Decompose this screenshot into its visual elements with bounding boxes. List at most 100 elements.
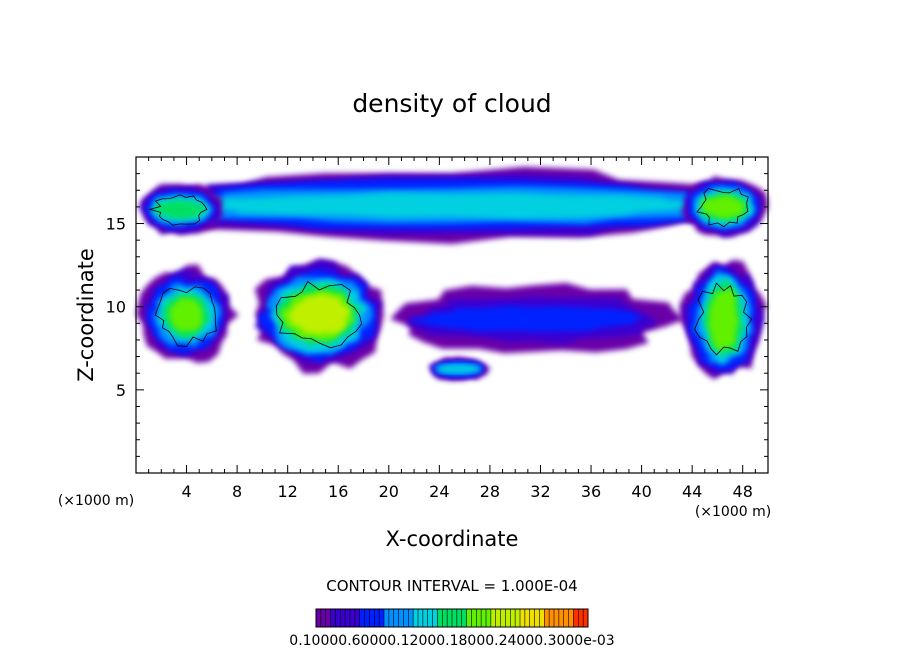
colorbar-swatch — [320, 609, 327, 627]
x-tick-label: 32 — [530, 482, 550, 501]
colorbar-swatch — [340, 609, 346, 627]
colorbar-swatch — [354, 609, 361, 627]
colorbar-swatch — [563, 609, 570, 627]
y-tick-label: 15 — [106, 215, 126, 234]
colorbar-swatch — [456, 609, 463, 627]
cloud-region-lower-blob — [428, 356, 492, 381]
x-tick-label: 8 — [232, 482, 242, 501]
x-unit-right: (×1000 m) — [695, 504, 771, 520]
colorbar-swatch — [534, 609, 540, 627]
colorbar-swatch — [393, 609, 400, 627]
colorbar-swatch — [335, 609, 341, 627]
cloud-band — [707, 288, 739, 353]
x-tick-label: 16 — [328, 482, 348, 501]
x-tick-label: 20 — [379, 482, 399, 501]
colorbar-swatch — [529, 609, 536, 627]
cloud-band — [286, 294, 352, 335]
colorbar-swatch — [345, 609, 351, 627]
colorbar-swatch — [452, 609, 458, 627]
cloud-band — [408, 305, 645, 332]
colorbar-swatch — [432, 609, 438, 627]
y-axis-label: Z-coordinate — [74, 248, 98, 382]
colorbar-swatch — [490, 609, 497, 627]
colorbar-swatch — [408, 609, 414, 627]
colorbar-swatch — [359, 609, 366, 627]
colorbar-swatch — [554, 609, 560, 627]
colorbar-swatch — [549, 609, 555, 627]
colorbar-swatch — [316, 609, 322, 627]
contour-line — [275, 280, 363, 349]
colorbar-swatch — [510, 609, 516, 627]
cloud-band — [190, 192, 733, 219]
x-tick-label: 36 — [581, 482, 601, 501]
colorbar-swatch — [403, 609, 409, 627]
x-tick-label: 40 — [631, 482, 651, 501]
x-tick-label: 24 — [429, 482, 449, 501]
contour-line — [696, 188, 749, 228]
y-tick-label: 10 — [106, 298, 126, 317]
chart-title: density of cloud — [352, 89, 551, 118]
cloud-region-mid-left-cell — [136, 264, 239, 363]
cloud-region-upper-layer — [142, 166, 746, 244]
colorbar-swatch — [384, 609, 390, 627]
colorbar-swatch — [447, 609, 453, 627]
cloud-region-mid-right-cell — [679, 259, 767, 380]
colorbar-swatch — [418, 609, 424, 627]
colorbar-swatch — [500, 609, 506, 627]
colorbar-swatch — [573, 609, 579, 627]
colorbar-swatch — [583, 609, 589, 627]
x-unit-left: (×1000 m) — [58, 493, 134, 509]
colorbar-swatch — [524, 609, 531, 627]
contour-lines — [148, 188, 753, 356]
colorbar-swatch — [539, 609, 545, 627]
contour-line — [694, 282, 753, 356]
cloud-region-upper-left-core — [138, 184, 223, 235]
colorbar-swatch — [413, 609, 419, 627]
contour-line — [154, 286, 217, 347]
x-tick-label: 44 — [682, 482, 702, 501]
colorbar-swatch — [481, 609, 487, 627]
cloud-field — [136, 166, 768, 381]
colorbar-swatch — [471, 609, 477, 627]
x-tick-label: 48 — [733, 482, 753, 501]
cloud-region-mid-thin-band — [390, 282, 685, 354]
x-tick-label: 28 — [480, 482, 500, 501]
colorbar-swatch — [325, 609, 332, 627]
cloud-region-mid-central-cell — [254, 259, 384, 374]
colorbar-swatch — [495, 609, 502, 627]
colorbar-swatch — [476, 609, 482, 627]
colorbar-swatch — [461, 609, 468, 627]
colorbar-swatch — [544, 609, 550, 627]
colorbar-swatch — [350, 609, 356, 627]
y-tick-label: 5 — [116, 381, 126, 400]
cloud-band — [701, 195, 747, 219]
colorbar-swatch — [427, 609, 434, 627]
colorbar-swatch — [466, 609, 472, 627]
colorbar-swatch — [437, 609, 443, 627]
colorbar-swatch — [374, 609, 380, 627]
contour-interval-text: CONTOUR INTERVAL = 1.000E-04 — [326, 577, 577, 595]
colorbar-swatch — [422, 609, 429, 627]
colorbar-swatch — [578, 609, 584, 627]
colorbar-swatch — [568, 609, 574, 627]
cloud-band — [436, 364, 481, 374]
colorbar-swatch — [398, 609, 404, 627]
cloud-region-upper-right-core — [682, 175, 768, 238]
colorbar-swatch — [369, 609, 375, 627]
x-tick-label: 12 — [278, 482, 298, 501]
colorbar-swatch — [379, 609, 385, 627]
colorbar-swatch — [442, 609, 448, 627]
colorbar-swatch — [364, 609, 370, 627]
colorbar-frame — [315, 608, 589, 628]
colorbar-labels: 0.10000.60000.12000.18000.24000.3000e-03 — [289, 633, 614, 649]
colorbar-swatch — [388, 609, 395, 627]
colorbar-swatch — [486, 609, 492, 627]
colorbar — [315, 608, 589, 628]
colorbar-swatch — [558, 609, 565, 627]
cloud-band — [167, 297, 203, 333]
x-tick-label: 4 — [181, 482, 191, 501]
colorbar-swatch — [505, 609, 511, 627]
